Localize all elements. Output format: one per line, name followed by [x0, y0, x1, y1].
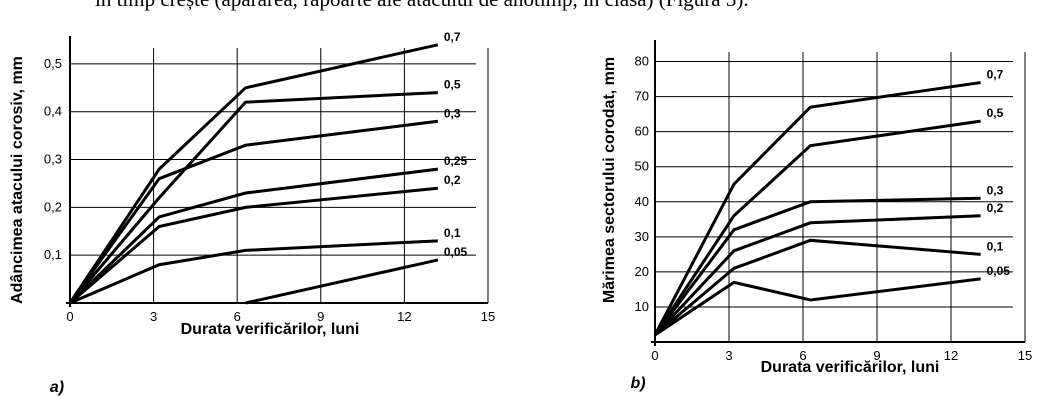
- panel-a-x-axis-title: Durata verificărilor, luni: [181, 321, 360, 338]
- panel-a-label: a): [50, 379, 64, 396]
- panel-b-x-tick-label: 6: [799, 348, 806, 363]
- panel-b-series-line: [654, 277, 981, 337]
- panel-b-x-tick-label: 12: [944, 348, 958, 363]
- panel-b-y-tick-label: 30: [635, 229, 649, 244]
- panel-b-y-tick-label: 10: [635, 299, 649, 314]
- panel-a-series-label: 0,25: [444, 154, 468, 168]
- panel-a-series-line: [68, 91, 438, 304]
- panel-b-y-tick-label: 40: [635, 194, 649, 209]
- panel-b-x-axis-title: Durata verificărilor, luni: [761, 359, 940, 376]
- panel-a-y-tick-label: 0,2: [44, 199, 62, 214]
- panel-a-y-tick-label: 0,3: [44, 152, 62, 167]
- panel-b-series-line: [653, 119, 981, 336]
- panel-a-series-line: [68, 119, 439, 304]
- panel-a-series-label: 0,3: [444, 106, 461, 120]
- panel-a-y-tick-label: 0,5: [44, 56, 62, 71]
- panel-a-y-tick-label: 0,1: [44, 247, 62, 262]
- panel-a-series-line: [245, 258, 439, 305]
- panel-b-series-label: 0,3: [987, 183, 1004, 197]
- panel-b-series-label: 0,5: [987, 106, 1004, 120]
- panel-a-x-tick-label: 12: [397, 309, 411, 324]
- panel-b-y-tick-label: 70: [635, 89, 649, 104]
- panel-b-y-tick-label: 50: [635, 159, 649, 174]
- panel-b-series-line: [653, 81, 981, 336]
- panel-a-x-tick-label: 6: [234, 309, 241, 324]
- panel-a-y-tick-label: 0,4: [44, 104, 62, 119]
- panel-b-x-tick-label: 3: [725, 348, 732, 363]
- panel-a-series-line: [68, 167, 439, 305]
- panel-a-series-label: 0,1: [444, 226, 461, 240]
- panel-a-x-tick-label: 0: [66, 309, 73, 324]
- panel-b-y-tick-label: 20: [635, 264, 649, 279]
- page-top-text: în timp crește (apărarea, rapoarte ale a…: [95, 0, 749, 12]
- panel-b-y-tick-label: 60: [635, 124, 649, 139]
- panel-a-x-tick-label: 15: [481, 309, 495, 324]
- panel-b-y-axis-title: Mărimea sectorului corodat, mm: [601, 57, 618, 303]
- panel-a-series-label: 0,7: [444, 30, 461, 44]
- panel-b-series-line: [653, 214, 981, 337]
- panel-b-x-tick-label: 15: [1018, 348, 1032, 363]
- panel-a-x-tick-label: 9: [317, 309, 324, 324]
- panel-a-series-line: [69, 239, 438, 305]
- panel-a-series-label: 0,2: [444, 173, 461, 187]
- panel-b-x-tick-label: 9: [873, 348, 880, 363]
- panel-b-series-line: [654, 238, 981, 337]
- panel-a-series-line: [69, 186, 438, 305]
- panel-a-y-axis-title: Adâncimea atacului corosiv, mm: [9, 56, 26, 304]
- panel-a-series-label: 0,05: [444, 245, 468, 259]
- panel-b-x-tick-label: 0: [651, 348, 658, 363]
- panel-b-series-label: 0,1: [987, 239, 1004, 253]
- panel-a-x-tick-label: 3: [150, 309, 157, 324]
- panel-a-series-line: [68, 43, 439, 304]
- panel-b-series-label: 0,05: [987, 264, 1011, 278]
- panel-b-series-line: [653, 196, 981, 336]
- panel-b-y-tick-label: 80: [635, 54, 649, 69]
- panel-b-label: b): [630, 375, 645, 392]
- panel-b-series-label: 0,2: [987, 201, 1004, 215]
- panel-a-series-label: 0,5: [444, 78, 461, 92]
- panel-b-series-label: 0,7: [987, 68, 1004, 82]
